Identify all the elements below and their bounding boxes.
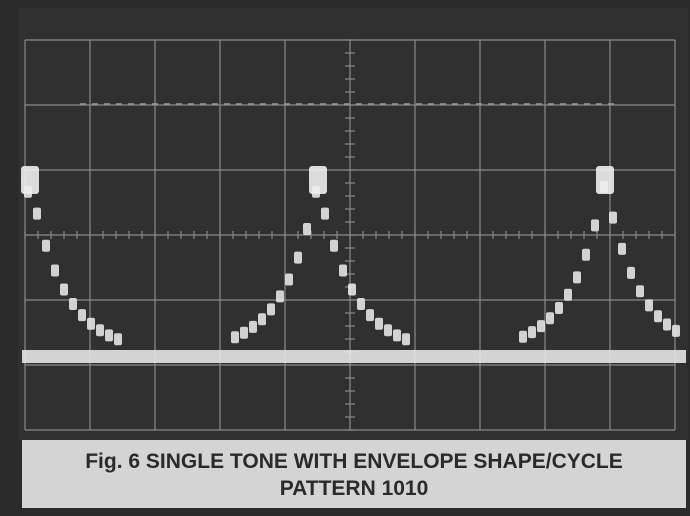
trace-dot xyxy=(33,207,41,220)
trace-dot xyxy=(393,329,401,342)
trace-dot xyxy=(249,320,257,333)
trace-dot xyxy=(303,222,311,235)
baseline-trace xyxy=(22,350,686,363)
trace-dot xyxy=(51,264,59,277)
trace-dot xyxy=(96,324,104,337)
trace-dot xyxy=(402,333,410,346)
trace-dot xyxy=(537,320,545,333)
trace-dot xyxy=(348,283,356,296)
trace-dot xyxy=(69,298,77,311)
trace-dot xyxy=(528,326,536,339)
peak-blob xyxy=(21,166,39,194)
trace-dot xyxy=(591,219,599,232)
trace-dot xyxy=(366,309,374,322)
trace-dot xyxy=(618,242,626,255)
trace-dot xyxy=(330,239,338,252)
trace-dot xyxy=(339,264,347,277)
trace-dot xyxy=(42,239,50,252)
trace-dot xyxy=(60,283,68,296)
caption-line: PATTERN 1010 xyxy=(279,477,429,500)
trace-dot xyxy=(240,326,248,339)
trace-dot xyxy=(231,331,239,344)
trace-dot xyxy=(87,317,95,330)
graticule xyxy=(24,39,676,431)
trace-dot xyxy=(384,324,392,337)
screen xyxy=(18,8,688,440)
trace-dot xyxy=(636,285,644,298)
trace-dot xyxy=(276,290,284,303)
trace-dot xyxy=(546,312,554,325)
peak-blob xyxy=(309,166,327,194)
trace-dot xyxy=(672,324,680,337)
trace-dot xyxy=(582,248,590,261)
trace-dot xyxy=(258,313,266,326)
trace-dot xyxy=(555,302,563,315)
trace-dot xyxy=(375,317,383,330)
trace-dot xyxy=(78,309,86,322)
trace-dot xyxy=(627,266,635,279)
trace-dot xyxy=(609,211,617,224)
trace-dot xyxy=(294,251,302,264)
envelope-trace xyxy=(21,166,680,346)
trace-dot xyxy=(357,298,365,311)
trace-dot xyxy=(105,329,113,342)
caption-line: Fig. 6 SINGLE TONE WITH ENVELOPE SHAPE/C… xyxy=(85,450,623,473)
trace-dot xyxy=(645,299,653,312)
trace-dot xyxy=(267,303,275,316)
trace-dot xyxy=(573,271,581,284)
trace-dot xyxy=(321,207,329,220)
peak-blob xyxy=(596,166,614,194)
caption: Fig. 6 SINGLE TONE WITH ENVELOPE SHAPE/C… xyxy=(22,440,686,508)
trace-dot xyxy=(114,333,122,346)
trace-dot xyxy=(564,288,572,301)
trace-dot xyxy=(663,318,671,331)
trace-dot xyxy=(285,273,293,286)
trace-dot xyxy=(654,310,662,323)
trace-dot xyxy=(519,330,527,343)
